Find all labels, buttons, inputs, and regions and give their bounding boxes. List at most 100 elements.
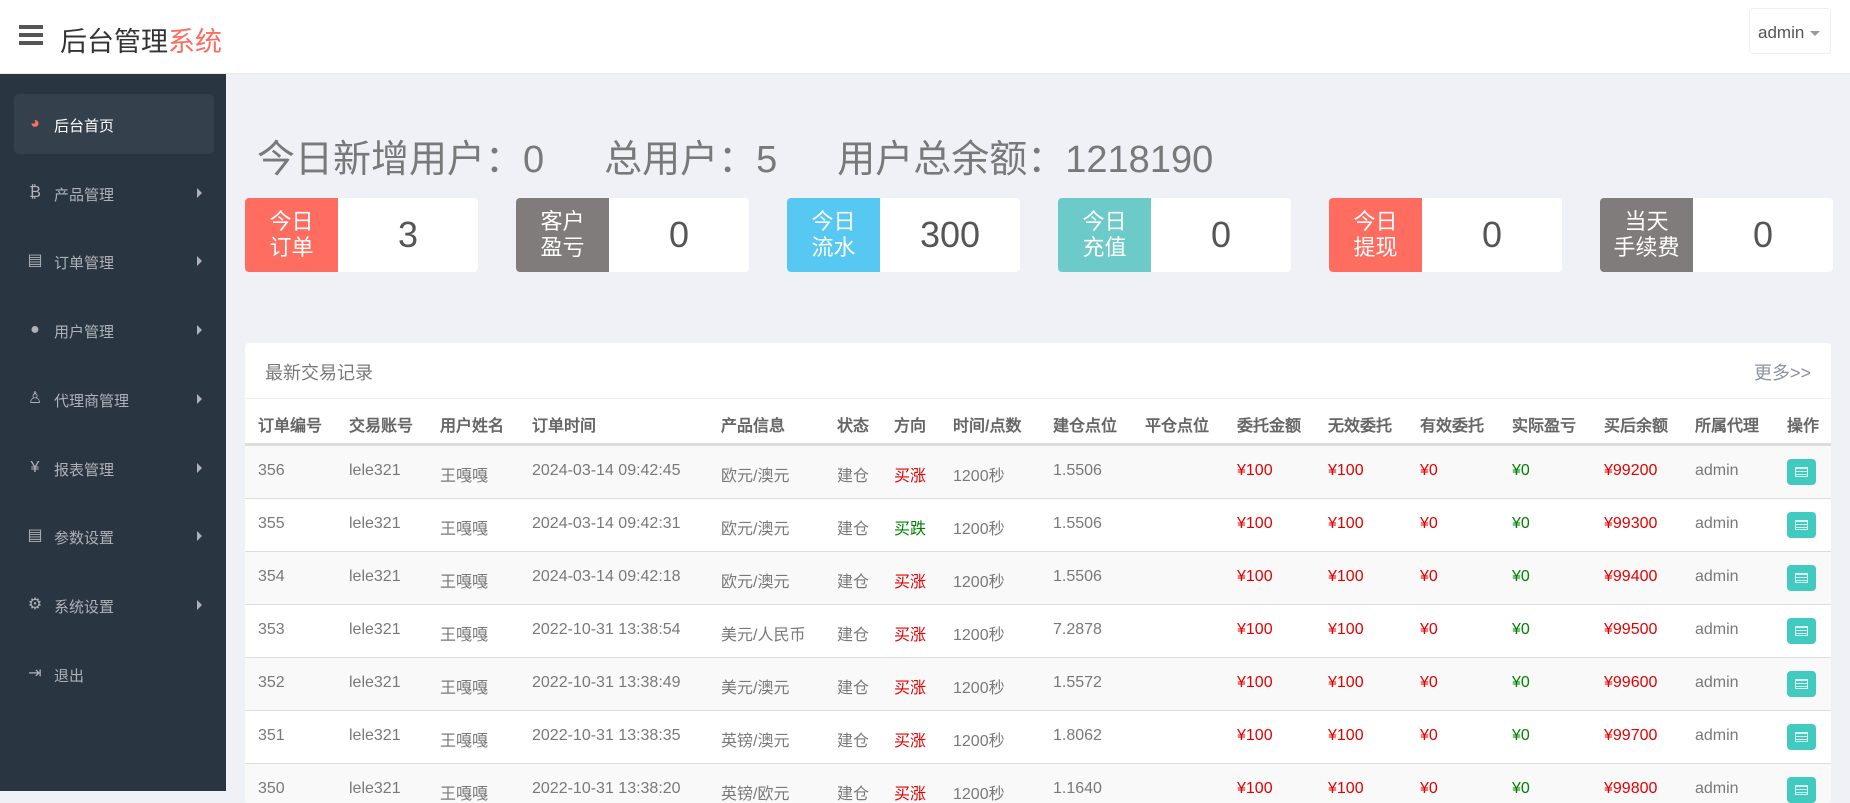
sidebar-item-2[interactable]: ▤ 订单管理: [14, 231, 214, 291]
stat-card-label: 今日 充值: [1058, 198, 1151, 272]
table-cell: admin: [1695, 727, 1739, 744]
sidebar-item-0[interactable]: ◕ 后台首页: [14, 94, 214, 154]
column-header: 有效委托: [1420, 418, 1485, 435]
stat-card-value: 3: [397, 214, 419, 255]
chevron-right-icon: [197, 462, 202, 473]
view-detail-button[interactable]: [1787, 724, 1816, 750]
table-cell: 买涨: [894, 574, 927, 591]
chevron-right-icon: [197, 187, 202, 198]
stat-card-value: 0: [1752, 214, 1774, 255]
table-cell: lele321: [349, 780, 401, 797]
table-cell: ¥99500: [1604, 621, 1658, 638]
view-detail-button[interactable]: [1787, 565, 1816, 591]
label-line: 流水: [811, 235, 856, 260]
table-cell: ¥100: [1237, 515, 1273, 532]
column-header: 无效委托: [1328, 418, 1393, 435]
logo[interactable]: 后台管理系统: [60, 20, 222, 59]
copy-icon: ▤: [27, 527, 43, 545]
chevron-right-icon: [197, 256, 202, 267]
column-header: 建仓点位: [1053, 418, 1118, 435]
table-cell: ¥0: [1512, 568, 1530, 585]
user-icon: ●: [30, 321, 40, 339]
list-alt-icon: [1795, 679, 1808, 689]
sidebar-item-7[interactable]: ⚙ 系统设置: [14, 575, 214, 635]
sidebar-item-8[interactable]: ⇥ 退出: [14, 644, 214, 704]
table-cell: ¥0: [1512, 780, 1530, 797]
sidebar-item-label: 产品管理: [54, 186, 115, 204]
stat-card-label: 客户 盈亏: [516, 198, 609, 272]
view-detail-button[interactable]: [1787, 671, 1816, 697]
table-cell: ¥100: [1328, 462, 1364, 479]
table-cell: ¥0: [1512, 674, 1530, 691]
column-header: 委托金额: [1237, 418, 1302, 435]
yen-icon: ¥: [30, 458, 40, 476]
table-cell: ¥99200: [1604, 462, 1658, 479]
table-cell: 2024-03-14 09:42:45: [532, 462, 681, 479]
stat-card: 客户 盈亏 0: [516, 198, 749, 272]
table-cell: 王嘎嘎: [440, 627, 489, 644]
table-row: 350 lele321 王嘎嘎 2022-10-31 13:38:20 英镑/欧元 建仓 买…: [245, 764, 1831, 803]
table-cell: 买涨: [894, 627, 927, 644]
table-cell: admin: [1695, 462, 1739, 479]
copy-icon: ▤: [27, 252, 43, 270]
stat-card-label: 今日 流水: [787, 198, 880, 272]
table-cell: 1.5506: [1053, 515, 1102, 532]
table-cell: 1200秒: [953, 786, 1005, 803]
table-cell: lele321: [349, 568, 401, 585]
table-cell: admin: [1695, 568, 1739, 585]
table-cell: ¥100: [1328, 674, 1364, 691]
dashboard-icon: ◕: [30, 115, 40, 132]
table-cell: ¥0: [1420, 515, 1438, 532]
sidebar-item-1[interactable]: ₿ 产品管理: [14, 163, 214, 223]
menu-toggle-icon[interactable]: [19, 25, 43, 45]
stats-summary: 今日新增用户：0 总用户：5 用户总余额：1218190: [257, 128, 1273, 183]
view-detail-button[interactable]: [1787, 459, 1816, 485]
sidebar-item-label: 订单管理: [54, 255, 115, 273]
table-cell: 352: [258, 674, 285, 691]
table-cell: ¥100: [1237, 621, 1273, 638]
table-cell: 351: [258, 727, 285, 744]
table-cell: 王嘎嘎: [440, 786, 489, 803]
logo-accent-text: 系统: [168, 27, 222, 57]
column-header: 操作: [1787, 418, 1820, 435]
table-cell: 买跌: [894, 521, 927, 538]
column-header: 用户姓名: [440, 418, 505, 435]
table-cell: 王嘎嘎: [440, 468, 489, 485]
table-cell: 355: [258, 515, 285, 532]
view-detail-button[interactable]: [1787, 777, 1816, 803]
table-cell: 2022-10-31 13:38:35: [532, 727, 681, 744]
view-detail-button[interactable]: [1787, 512, 1816, 538]
label-line: 充值: [1082, 235, 1127, 260]
sidebar-item-5[interactable]: ¥ 报表管理: [14, 438, 214, 498]
table-cell: ¥100: [1237, 727, 1273, 744]
username: admin: [1758, 23, 1805, 42]
table-cell: admin: [1695, 780, 1739, 797]
table-cell: 买涨: [894, 786, 927, 803]
table-cell: ¥99800: [1604, 780, 1658, 797]
sidebar-item-3[interactable]: ● 用户管理: [14, 300, 214, 360]
label-line: 订单: [269, 235, 314, 260]
table-row: 356 lele321 王嘎嘎 2024-03-14 09:42:45 欧元/澳元 建仓 买…: [245, 446, 1831, 499]
sidebar-item-6[interactable]: ▤ 参数设置: [14, 506, 214, 566]
list-alt-icon: [1795, 467, 1808, 477]
stat-card-label: 今日 提现: [1329, 198, 1422, 272]
user-dropdown[interactable]: admin: [1749, 8, 1831, 54]
sidebar-item-4[interactable]: ♙ 代理商管理: [14, 369, 214, 429]
table-cell: ¥99300: [1604, 515, 1658, 532]
chevron-right-icon: [197, 325, 202, 336]
stat-card-value: 0: [1210, 214, 1232, 255]
table-cell: ¥100: [1328, 727, 1364, 744]
more-link[interactable]: 更多>>: [1753, 363, 1811, 383]
table-cell: lele321: [349, 621, 401, 638]
table-cell: 1.1640: [1053, 780, 1102, 797]
page-scrollbar[interactable]: [1834, 74, 1850, 791]
table-cell: 买涨: [894, 733, 927, 750]
table-cell: 王嘎嘎: [440, 680, 489, 697]
view-detail-button[interactable]: [1787, 618, 1816, 644]
table-cell: ¥99700: [1604, 727, 1658, 744]
stat-card-label: 当天 手续费: [1600, 198, 1693, 272]
column-header: 买后余额: [1604, 418, 1669, 435]
table-cell: 1.8062: [1053, 727, 1102, 744]
stat-card-value: 300: [919, 214, 981, 255]
table-cell: ¥100: [1328, 515, 1364, 532]
